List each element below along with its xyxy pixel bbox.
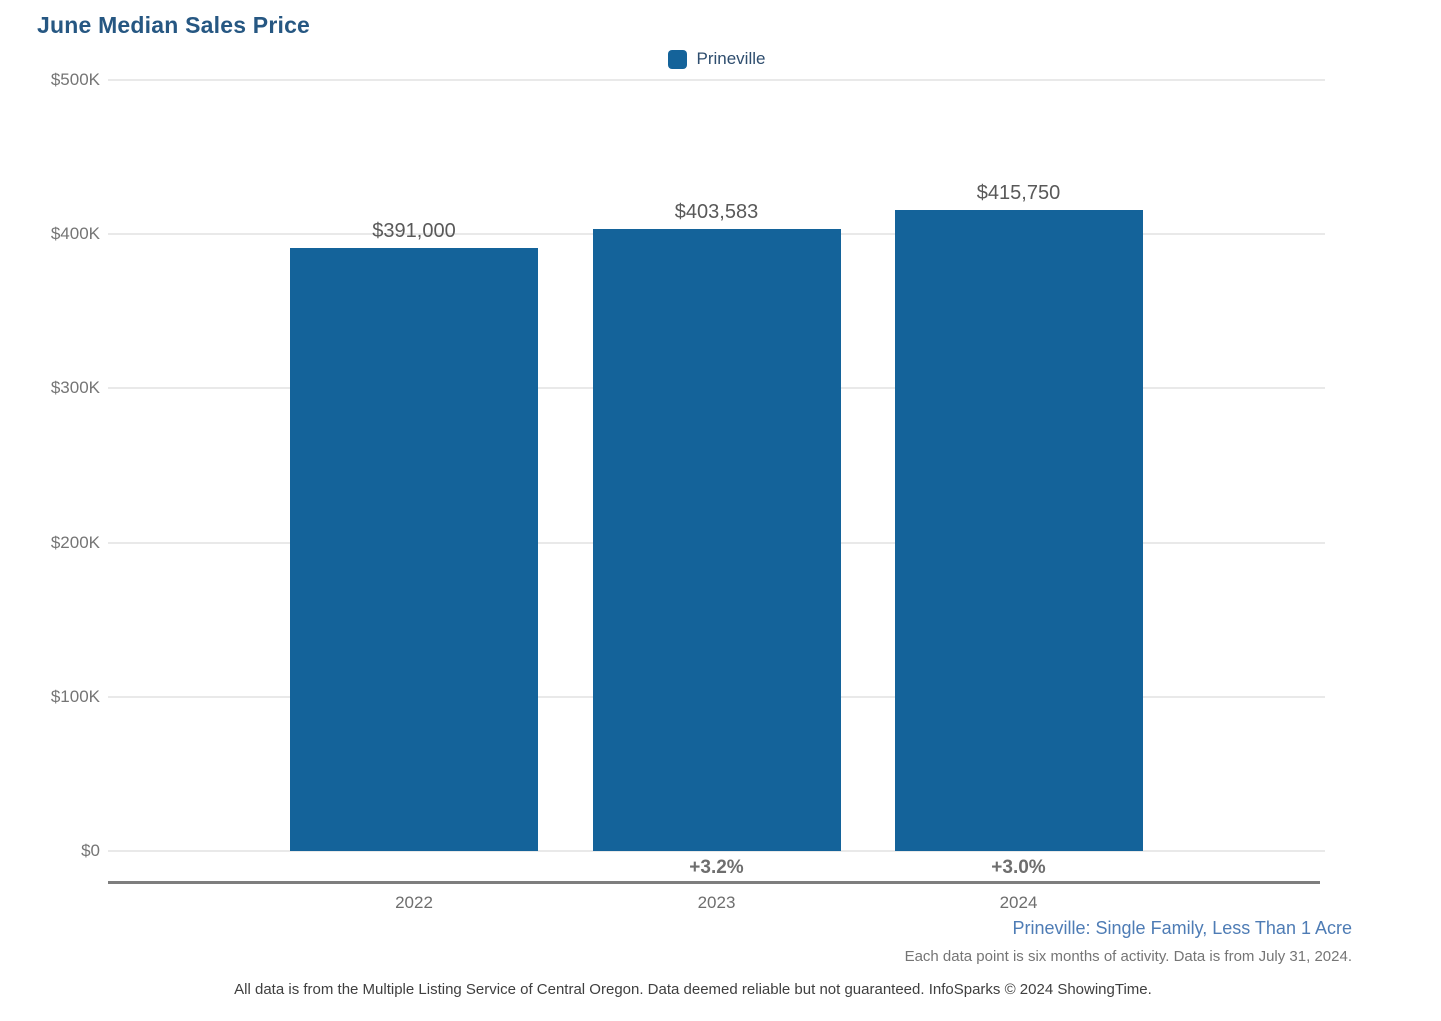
gridline [108, 850, 1325, 852]
y-axis-tick-label: $0 [81, 841, 100, 860]
legend-item-prineville[interactable]: Prineville [108, 46, 1325, 72]
footer-activity-note: Each data point is six months of activit… [904, 948, 1352, 965]
pct-change-label: +3.0% [991, 857, 1046, 878]
x-axis-line [108, 881, 1320, 884]
y-axis-tick-label: $400K [50, 224, 100, 244]
bar-value-label: $391,000 [372, 220, 456, 243]
bar-value-label: $403,583 [674, 200, 759, 223]
legend-swatch-icon [667, 49, 687, 69]
x-axis-tick-label: 2022 [395, 893, 433, 912]
pct-change-label: +3.2% [689, 857, 744, 878]
footer-disclaimer: All data is from the Multiple Listing Se… [234, 981, 1152, 998]
chart-title: June Median Sales Price [37, 12, 311, 38]
bar-2022[interactable] [290, 248, 538, 851]
footer-series-note: Prineville: Single Family, Less Than 1 A… [1012, 918, 1353, 938]
y-axis-tick-label: $500K [50, 70, 100, 89]
gridline [108, 79, 1325, 81]
legend-label: Prineville [696, 49, 766, 68]
x-axis-tick-label: 2024 [999, 893, 1038, 912]
y-axis-tick-label: $300K [50, 378, 100, 398]
bar-value-label: $415,750 [976, 181, 1061, 204]
bar-2024[interactable] [894, 209, 1143, 851]
x-axis-tick-label: 2023 [697, 893, 736, 912]
y-axis-tick-label: $200K [50, 532, 100, 552]
y-axis-tick-label: $100K [50, 686, 100, 706]
bar-2023[interactable] [592, 228, 841, 851]
